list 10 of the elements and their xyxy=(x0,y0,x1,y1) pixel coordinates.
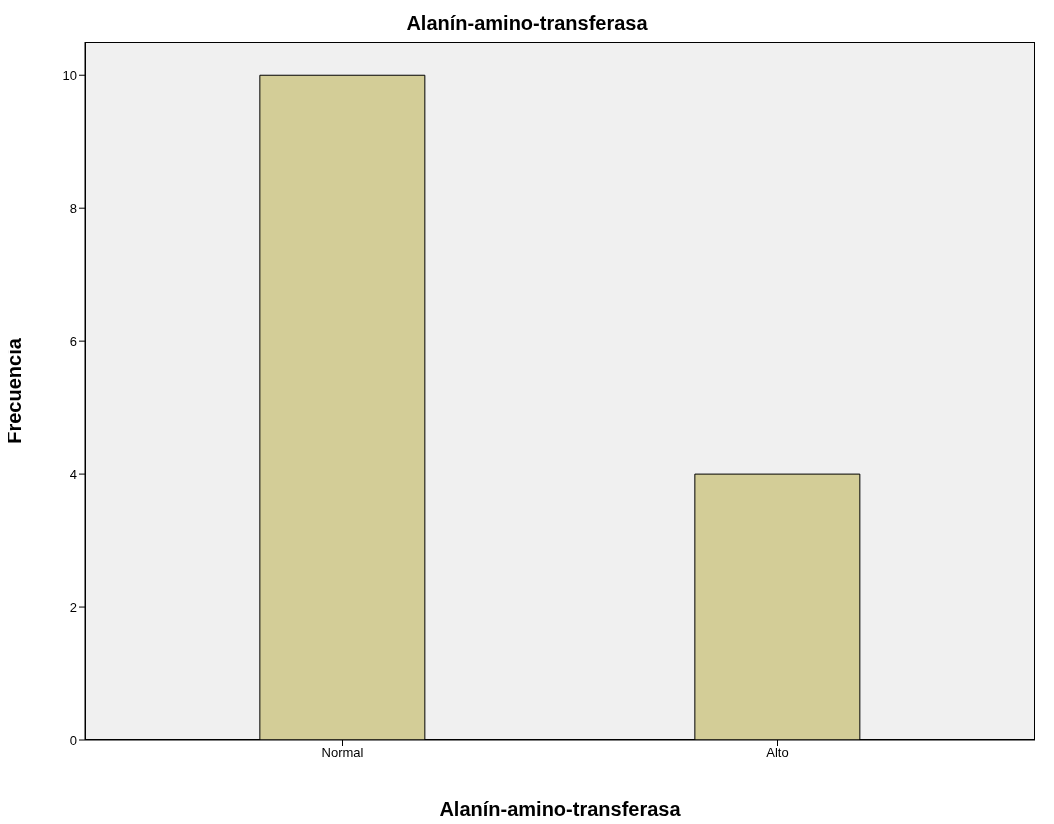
y-tick-label: 8 xyxy=(69,200,77,216)
x-tick-label: Normal xyxy=(321,745,364,761)
x-axis-title: Alanín-amino-transferasa xyxy=(438,798,682,821)
chart-title: Alanín-amino-transferasa xyxy=(405,12,649,35)
y-tick-label: 6 xyxy=(69,333,77,349)
y-tick-label: 4 xyxy=(69,466,77,482)
y-tick-label: 0 xyxy=(69,732,77,748)
y-tick-label: 2 xyxy=(69,599,77,615)
y-tick-label: 10 xyxy=(62,67,77,83)
x-tick-label: Alto xyxy=(766,745,789,761)
